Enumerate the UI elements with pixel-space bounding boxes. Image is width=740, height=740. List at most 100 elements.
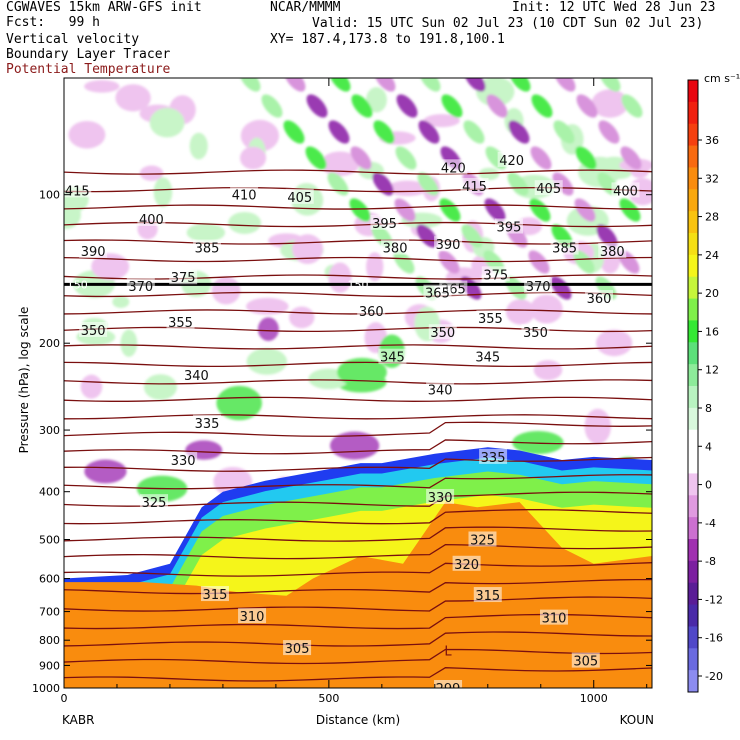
theta-label-bg	[200, 586, 229, 602]
y-tick-label: 200	[39, 337, 60, 350]
theta-label: 325	[142, 496, 167, 511]
downdraft-band	[416, 224, 438, 248]
downdraft-cell	[91, 253, 130, 281]
theta-label-bg	[473, 348, 502, 364]
theta-contour-line	[64, 474, 652, 490]
colorbar-label: -20	[705, 670, 723, 683]
colorbar-swatch	[688, 626, 698, 649]
theta-label: 385	[195, 242, 220, 257]
theta-label: 360	[359, 305, 384, 320]
theta-contour-line	[64, 414, 652, 420]
theta-label-bg	[169, 269, 198, 285]
theta-label: 370	[128, 280, 153, 295]
plot-area: 415 410 405 400 395 390 385 380 375 370 365 360 355 3…	[64, 78, 652, 688]
theta-label-bg	[534, 180, 563, 196]
colorbar-swatch	[688, 517, 698, 540]
model-title: CGWAVES 15km ARW-GFS init	[6, 0, 202, 15]
tropopause-label: 150	[67, 278, 88, 291]
colorbar-label: -8	[705, 555, 716, 568]
downdraft-cell	[84, 459, 127, 484]
updraft-cell	[478, 167, 500, 181]
theta-label: 355	[168, 316, 193, 331]
theta-contour-line	[64, 291, 652, 298]
updraft-band	[283, 120, 305, 144]
theta-label: 315	[475, 589, 500, 604]
updraft-band	[621, 94, 643, 118]
colorbar-label: 28	[705, 211, 719, 224]
updraft-cell	[149, 107, 185, 138]
theta-contour-line	[64, 439, 652, 455]
y-tick-label: 800	[39, 634, 60, 647]
theta-label: 390	[81, 245, 106, 260]
theta-label-bg	[598, 242, 627, 258]
theta-contour-line	[64, 204, 652, 210]
theta-label-bg	[434, 236, 463, 252]
colorbar-swatch	[688, 211, 698, 234]
theta-label: 390	[436, 238, 461, 253]
updraft-band	[305, 146, 327, 170]
theta-label-bg	[585, 290, 614, 306]
colorbar-swatch	[688, 495, 698, 518]
theta-label-bg	[468, 531, 497, 547]
colorbar-swatch	[688, 145, 698, 168]
downdraft-band	[284, 78, 306, 92]
theta-label: 305	[573, 655, 598, 670]
theta-label-bg	[79, 242, 108, 258]
colorbar-swatch	[688, 473, 698, 496]
theta-contour-line	[64, 578, 652, 595]
y-tick-label: 300	[39, 424, 60, 437]
downdraft-band	[486, 94, 508, 118]
theta-label-bg	[230, 186, 259, 202]
downdraft-cell	[80, 374, 103, 399]
colorbar-label: 12	[705, 364, 719, 377]
theta-label: 375	[171, 271, 196, 286]
theta-label: 360	[587, 292, 612, 307]
field-potential-temperature: Potential Temperature	[6, 62, 171, 77]
theta-label: 335	[481, 451, 506, 466]
forecast-hour: 99 h	[68, 15, 100, 30]
y-tick-label: 600	[39, 573, 60, 586]
updraft-band	[509, 78, 531, 92]
theta-label: 345	[475, 351, 500, 366]
theta-label-bg	[494, 218, 523, 234]
theta-contour-line	[64, 256, 652, 263]
downdraft-band	[554, 78, 576, 92]
updraft-band	[507, 172, 529, 196]
downdraft-band	[328, 120, 350, 144]
updraft-cell	[64, 200, 81, 229]
updraft-band	[419, 78, 441, 92]
theta-label-bg	[611, 182, 640, 198]
downdraft-band	[530, 146, 552, 170]
updraft-band	[529, 198, 551, 222]
y-axis-title: Pressure (hPa), log scale	[17, 307, 31, 454]
theta-label-bg	[137, 210, 166, 226]
updraft-band	[239, 78, 261, 92]
y-tick-label: 500	[39, 534, 60, 547]
updraft-cell	[153, 177, 173, 207]
theta-label: 380	[600, 245, 625, 260]
theta-label-bg	[434, 680, 463, 688]
theta-label-bg	[540, 609, 568, 625]
surface-low-label: L	[444, 645, 452, 660]
colorbar-label: -12	[705, 593, 723, 606]
colorbar-label: 4	[705, 440, 712, 453]
theta-label-bg	[126, 277, 155, 293]
colorbar-swatch	[688, 539, 698, 562]
updraft-band	[619, 198, 641, 222]
valid-time: Valid: 15 UTC Sun 02 Jul 23 (10 CDT Sun …	[312, 16, 704, 31]
theta-label-bg	[428, 324, 457, 340]
theta-contour-line	[64, 396, 652, 402]
theta-label: 330	[171, 454, 196, 469]
theta-label-bg	[521, 324, 550, 340]
theta-label: 370	[526, 280, 551, 295]
downdraft-band	[372, 172, 394, 196]
updraft-band	[395, 146, 417, 170]
x-tick-label: 0	[61, 692, 68, 705]
cross-section-endpoints: XY= 187.4,173.8 to 191.8,100.1	[270, 32, 505, 47]
colorbar-swatch	[688, 364, 698, 387]
theta-label-bg	[370, 214, 399, 230]
updraft-band	[351, 94, 373, 118]
theta-label: 375	[483, 268, 508, 283]
updraft-band	[261, 94, 283, 118]
updraft-cell	[143, 374, 178, 400]
